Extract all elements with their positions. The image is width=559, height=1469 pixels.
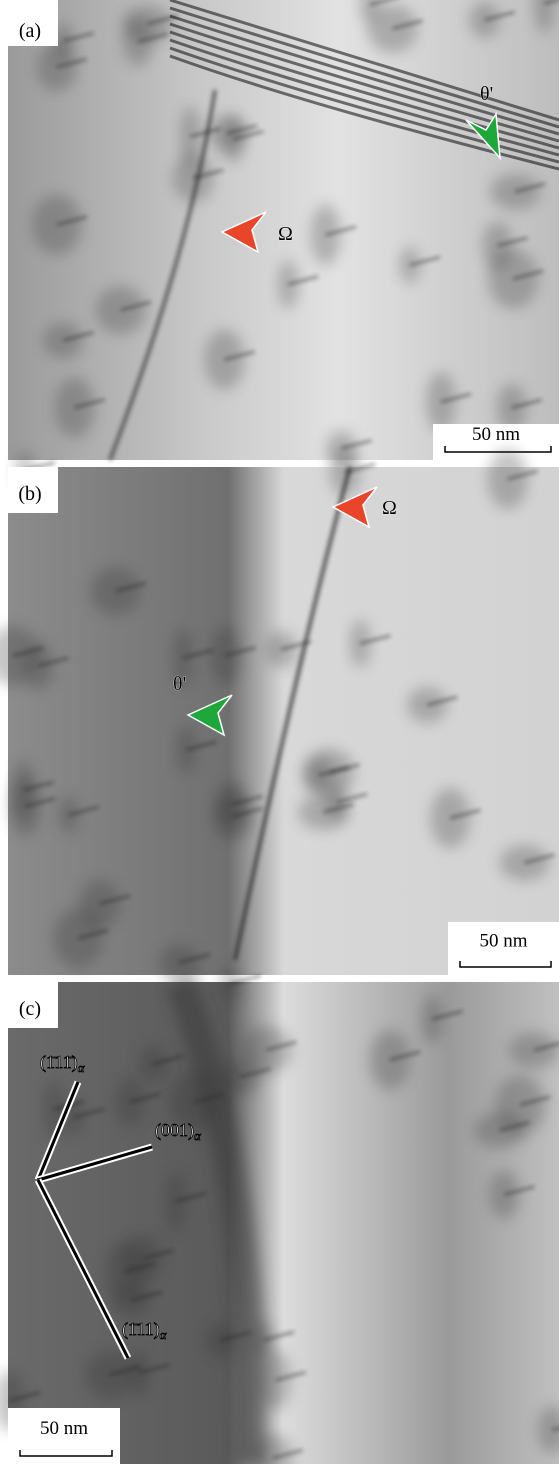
scale-bar-label: 50 nm — [472, 424, 520, 445]
scale-bar-label: 50 nm — [479, 931, 527, 952]
scale-bar-label: 50 nm — [40, 1418, 88, 1439]
annotation-label: Ω — [382, 497, 397, 519]
annotation-label: Ω — [278, 223, 293, 245]
micrograph-panel: (b) Ωθ' 50 nm — [0, 448, 559, 980]
plane-index: (1̄11) — [122, 1319, 160, 1340]
phase-subscript: α — [160, 1327, 168, 1342]
figure: (a)θ'Ω50 nm(b)Ωθ'50 nm(c)(1̄11̄)α(001)α(… — [0, 0, 559, 1464]
plane-index: (1̄11̄) — [40, 1052, 78, 1073]
panel-label: (c) — [19, 998, 41, 1020]
annotation-label: θ' — [173, 673, 186, 695]
page: {"panels": [ {"label": "(a)", "annotatio… — [0, 0, 559, 1464]
plane-index: (001) — [155, 1120, 194, 1141]
panel-label: (a) — [19, 20, 41, 42]
phase-subscript: α — [194, 1128, 202, 1143]
panel-label: (b) — [18, 483, 41, 505]
annotation-label: θ' — [480, 83, 493, 105]
micrograph-panel: (c)(1̄11̄)α(001)α(1̄11)α50 nm — [0, 966, 559, 1464]
phase-subscript: α — [78, 1060, 86, 1075]
micrograph-panel: (a) θ' Ω 50 nm — [8, 0, 559, 466]
